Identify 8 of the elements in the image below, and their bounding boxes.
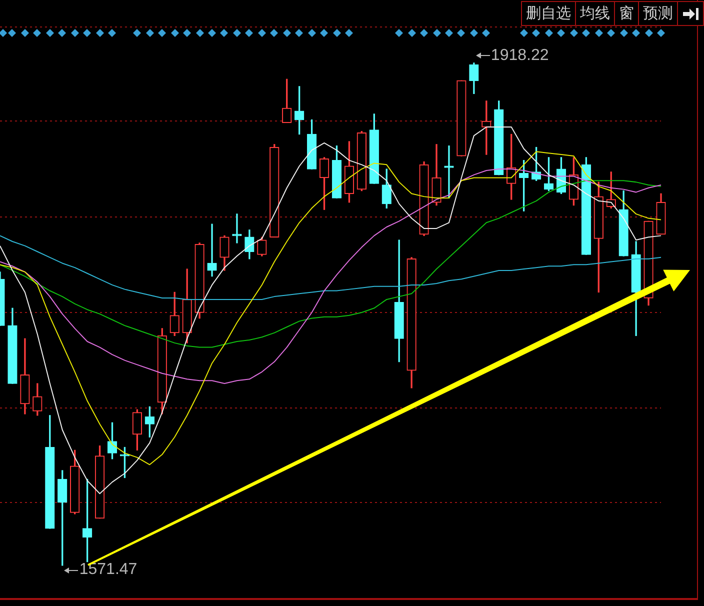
candlestick xyxy=(207,224,217,277)
text: 1918.22 xyxy=(490,46,549,64)
candlestick xyxy=(232,214,242,244)
toolbar-button[interactable]: 预测 xyxy=(639,2,678,25)
toolbar-button[interactable]: 删自选 xyxy=(522,2,576,25)
toolbar-button[interactable]: 均线 xyxy=(576,2,615,25)
toolbar-button[interactable]: 窗 xyxy=(615,2,639,25)
text: 1571.47 xyxy=(79,561,138,578)
